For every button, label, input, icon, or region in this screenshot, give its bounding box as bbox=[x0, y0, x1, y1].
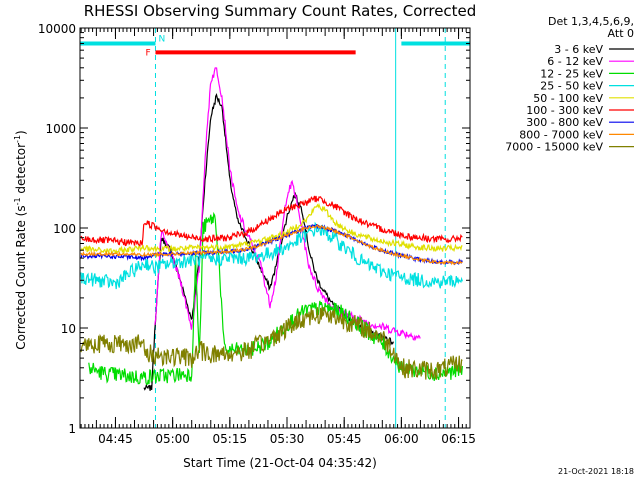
legend-label: 300 - 800 keV bbox=[526, 116, 603, 129]
ylabel-part-1: Corrected Count Rate (s bbox=[14, 205, 28, 349]
legend-label: 50 - 100 keV bbox=[533, 92, 603, 105]
x-tick-label: 06:15 bbox=[441, 432, 476, 446]
legend-label: 25 - 50 keV bbox=[540, 80, 603, 93]
legend-label: 3 - 6 keV bbox=[554, 43, 603, 56]
y-tick-label: 1 bbox=[68, 422, 76, 436]
series-line bbox=[80, 195, 463, 247]
series-line bbox=[80, 223, 463, 266]
ylabel-part-3: ) bbox=[14, 130, 28, 135]
x-tick-label: 04:45 bbox=[98, 432, 133, 446]
legend-header-line2: Att 0 bbox=[608, 27, 634, 40]
y-tick-label: 10 bbox=[61, 322, 76, 336]
x-axis-label: Start Time (21-Oct-04 04:35:42) bbox=[183, 456, 377, 470]
chart-title: RHESSI Observing Summary Count Rates, Co… bbox=[84, 2, 477, 20]
series-line bbox=[80, 306, 463, 380]
svg-text:Corrected Count Rate (s-1 dete: Corrected Count Rate (s-1 detector-1) bbox=[13, 130, 28, 349]
legend-label: 12 - 25 keV bbox=[540, 67, 603, 80]
footer-date: 21-Oct-2021 18:18 bbox=[558, 467, 634, 476]
x-tick-label: 05:00 bbox=[155, 432, 190, 446]
ylabel-sup-1: -1 bbox=[13, 197, 22, 205]
ylabel-sup-2: -1 bbox=[13, 135, 22, 143]
x-tick-label: 06:00 bbox=[384, 432, 419, 446]
legend-label: 6 - 12 keV bbox=[547, 55, 603, 68]
series-line bbox=[80, 223, 463, 266]
series-line bbox=[154, 67, 421, 341]
x-tick-label: 05:15 bbox=[213, 432, 248, 446]
legend-header-line1: Det 1,3,4,5,6,9, bbox=[548, 15, 634, 28]
x-tick-label: 05:30 bbox=[270, 432, 305, 446]
series-line bbox=[80, 202, 463, 255]
y-tick-label: 100 bbox=[53, 222, 76, 236]
series-line bbox=[80, 221, 463, 290]
y-tick-label: 10000 bbox=[38, 22, 76, 36]
plot-area: NF 1 10 100 1000 10000 04:45 05:00 05:15 05:30 05:… bbox=[38, 22, 476, 446]
ylabel-part-2: detector bbox=[14, 143, 28, 198]
legend-label: 7000 - 15000 keV bbox=[505, 141, 603, 154]
y-tick-label: 1000 bbox=[45, 122, 76, 136]
legend-label: 100 - 300 keV bbox=[526, 104, 603, 117]
y-axis-label: Corrected Count Rate (s-1 detector-1) bbox=[13, 130, 28, 349]
flag-label: F bbox=[145, 48, 150, 58]
flag-label: N bbox=[158, 34, 165, 44]
x-tick-label: 05:45 bbox=[327, 432, 362, 446]
legend-label: 800 - 7000 keV bbox=[519, 128, 603, 141]
